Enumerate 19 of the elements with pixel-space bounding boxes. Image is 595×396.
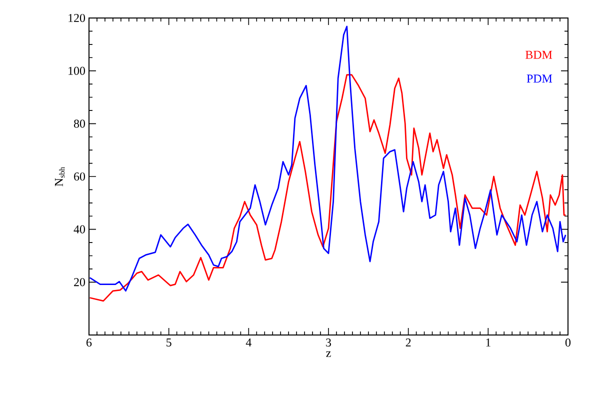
x-tick-label: 0 bbox=[565, 338, 571, 347]
x-tick-label: 5 bbox=[166, 338, 172, 346]
line-series bbox=[89, 26, 566, 292]
y-tick-label: 120 bbox=[68, 14, 86, 22]
x-tick-label: 6 bbox=[86, 338, 92, 347]
x-tick-label: 2 bbox=[406, 338, 411, 346]
x-axis-title: z bbox=[326, 351, 331, 357]
text: PDM bbox=[526, 74, 552, 83]
y-tick-label: 60 bbox=[74, 172, 86, 181]
y-tick-label: 40 bbox=[74, 225, 86, 234]
x-tick-label: 1 bbox=[486, 338, 490, 346]
x-tick-label: 4 bbox=[246, 338, 252, 346]
y-tick-label: 80 bbox=[74, 120, 86, 128]
y-axis-title: N$_{sbh}$ bbox=[54, 167, 65, 186]
y-tick-label: 100 bbox=[68, 66, 86, 75]
line-series bbox=[89, 74, 566, 302]
text: BDM bbox=[526, 50, 552, 59]
y-tick-label: 20 bbox=[74, 278, 86, 286]
x-tick-label: 3 bbox=[326, 338, 332, 347]
